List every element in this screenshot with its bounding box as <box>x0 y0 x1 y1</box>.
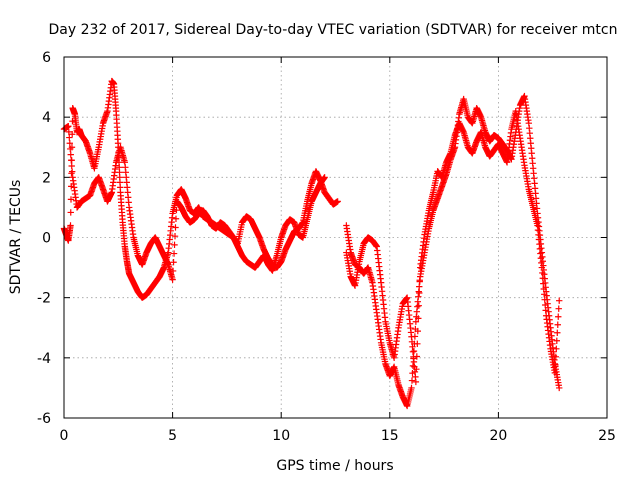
data-point-marker <box>67 145 74 153</box>
data-point-marker <box>65 128 73 136</box>
label-layer: 0 5 10 15 20 25 -6 -4 -2 0 2 4 6 <box>37 50 616 444</box>
chart-title: Day 232 of 2017, Sidereal Day-to-day VTE… <box>49 22 618 38</box>
data-point-marker <box>170 259 177 266</box>
data-point-marker <box>410 347 418 355</box>
data-point-marker <box>408 384 415 392</box>
data-point-marker <box>540 285 547 293</box>
data-point-marker <box>555 313 562 320</box>
data-point-marker <box>67 222 74 229</box>
data-point-marker <box>67 196 75 203</box>
data-point-marker <box>69 117 76 125</box>
data-point-marker <box>171 232 179 240</box>
data-point-marker <box>551 369 559 377</box>
data-point-marker <box>65 122 72 130</box>
x-tick-label: 20 <box>489 428 507 444</box>
y-tick-label: 2 <box>42 170 51 186</box>
data-point-marker <box>542 301 549 309</box>
x-axis-label: GPS time / hours <box>276 458 393 474</box>
y-tick-label: -2 <box>37 291 51 307</box>
series-track-d <box>343 107 563 386</box>
plot-frame <box>63 56 608 419</box>
y-axis-label: SDTVAR / TECUs <box>8 180 24 295</box>
x-tick-label: 10 <box>272 428 290 444</box>
data-point-marker <box>539 269 546 277</box>
x-tick-label: 0 <box>60 428 69 444</box>
data-point-marker <box>413 353 421 360</box>
data-point-marker <box>554 321 561 328</box>
data-point-marker <box>66 134 73 141</box>
data-point-marker <box>173 206 180 214</box>
data-point-marker <box>321 174 328 181</box>
series-track-a <box>60 77 341 301</box>
data-point-marker <box>413 365 420 373</box>
y-tick-label: -4 <box>37 351 51 367</box>
data-point-marker <box>169 276 176 283</box>
data-point-marker <box>67 151 74 158</box>
data-point-marker <box>69 168 76 175</box>
data-point-marker <box>69 131 76 138</box>
data-point-marker <box>541 291 548 298</box>
data-point-marker <box>334 198 341 205</box>
data-point-marker <box>67 209 74 216</box>
x-tick-label: 15 <box>381 428 399 444</box>
data-point-marker <box>554 329 561 336</box>
data-point-marker <box>553 345 560 353</box>
data-point-marker <box>68 157 75 164</box>
data-point-marker <box>539 275 547 282</box>
x-tick-label: 25 <box>598 428 616 444</box>
data-point-marker <box>408 377 416 384</box>
data-point-marker <box>409 362 417 370</box>
data-point-marker <box>538 264 546 271</box>
data-point-marker <box>540 280 547 287</box>
data-point-marker <box>414 327 421 335</box>
data-point-marker <box>171 241 178 249</box>
data-point-marker <box>555 305 562 312</box>
data-point-marker <box>542 307 549 314</box>
points-layer <box>60 77 563 410</box>
data-point-marker <box>416 289 423 297</box>
data-point-marker <box>541 296 548 303</box>
data-point-marker <box>416 277 423 284</box>
data-point-marker <box>556 297 563 304</box>
y-tick-label: 4 <box>42 110 51 126</box>
data-point-marker <box>68 162 75 170</box>
data-point-marker <box>553 337 561 344</box>
data-point-marker <box>169 267 177 275</box>
series-track-b <box>60 122 328 283</box>
data-point-marker <box>412 378 420 386</box>
data-point-marker <box>414 340 421 347</box>
data-point-marker <box>552 353 560 361</box>
data-point-marker <box>556 384 563 392</box>
data-point-marker <box>415 302 422 309</box>
data-point-marker <box>552 361 559 369</box>
y-tick-label: -6 <box>37 411 51 427</box>
data-point-marker <box>172 215 180 222</box>
data-point-marker <box>172 224 179 231</box>
y-tick-label: 6 <box>42 50 51 66</box>
data-point-marker <box>170 250 178 257</box>
y-tick-label: 0 <box>42 231 51 247</box>
data-point-marker <box>66 140 73 147</box>
x-tick-label: 5 <box>168 428 177 444</box>
data-point-marker <box>415 315 422 322</box>
